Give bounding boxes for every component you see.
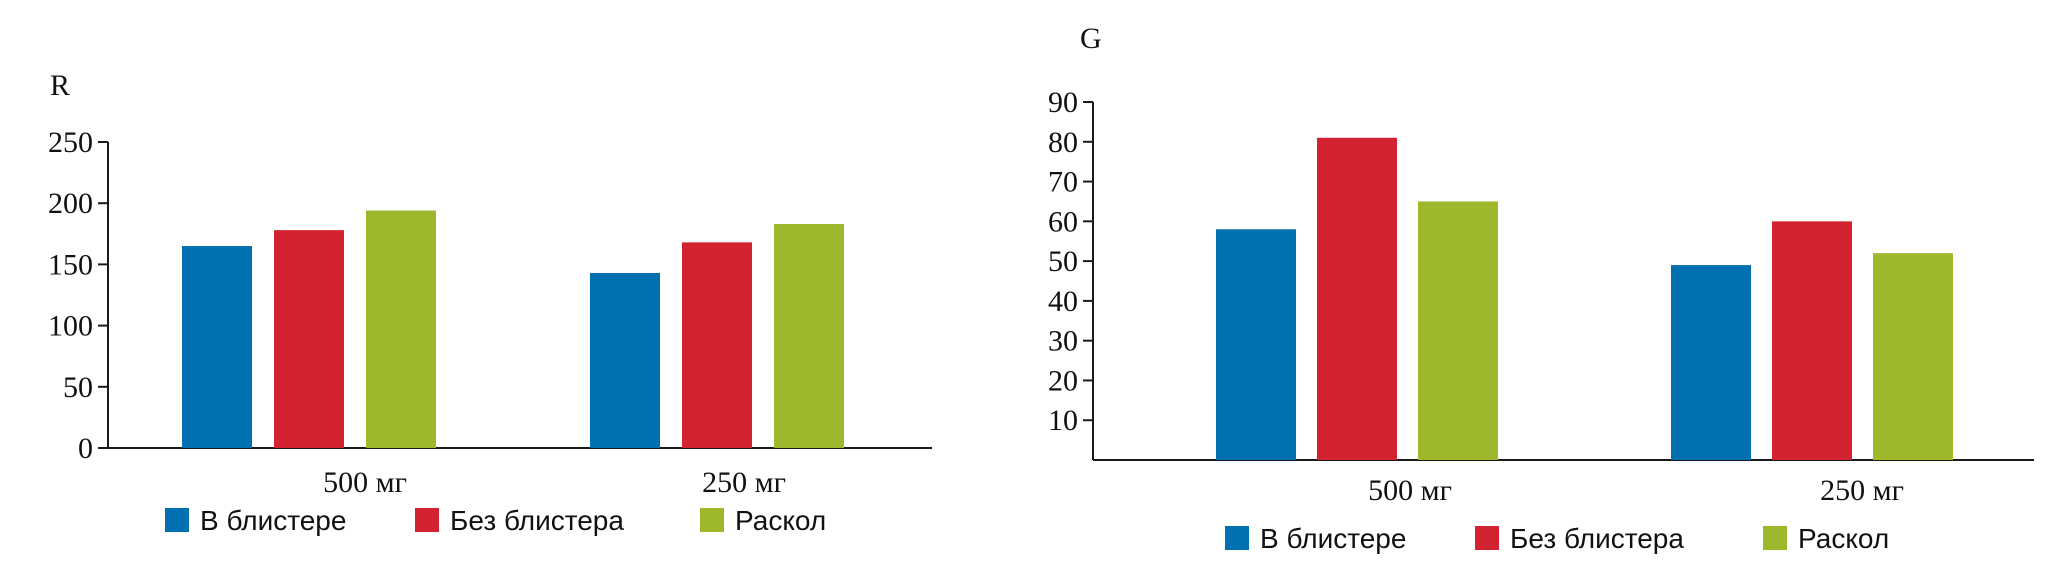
bar-2-1 [1317, 137, 1397, 461]
legend-label: Раскол [735, 505, 826, 536]
y-tick-label: 90 [1048, 86, 1078, 119]
legend-swatch [1225, 526, 1249, 550]
y-tick-label: 150 [48, 248, 93, 281]
bar-3-2 [1873, 253, 1953, 460]
y-tick-label: 0 [78, 432, 93, 465]
legend-swatch [1763, 526, 1787, 550]
bar-2-1 [274, 230, 344, 448]
category-label: 500 мг [1368, 474, 1452, 507]
y-tick-label: 50 [1048, 245, 1078, 278]
legend-swatch [415, 508, 439, 532]
y-tick-label: 20 [1048, 364, 1078, 397]
legend-label: Без блистера [1510, 523, 1684, 554]
chart-0: R 0 50 100 150 200 250 500 мг 250 мг В блистере Бе… [48, 69, 932, 536]
legend-label: В блистере [200, 505, 346, 536]
bar-1-2 [590, 272, 660, 448]
y-tick-label: 70 [1048, 166, 1078, 199]
y-tick-label: 40 [1048, 285, 1078, 318]
legend-swatch [700, 508, 724, 532]
bar-1-2 [1671, 265, 1751, 460]
category-label: 500 мг [323, 466, 407, 499]
chart-1: G 10 20 30 40 50 60 70 80 90 500 мг 250 мг В блистер… [1048, 22, 2034, 554]
y-tick-label: 30 [1048, 325, 1078, 358]
y-tick-label: 10 [1048, 404, 1078, 437]
y-axis-title: R [50, 69, 70, 102]
bar-3-2 [774, 224, 844, 448]
bar-1-1 [182, 246, 252, 448]
y-tick-label: 50 [63, 371, 93, 404]
y-axis-title: G [1080, 22, 1102, 55]
legend-label: Раскол [1798, 523, 1889, 554]
y-tick-label: 100 [48, 310, 93, 343]
y-tick-label: 250 [48, 126, 93, 159]
legend-swatch [165, 508, 189, 532]
y-tick-label: 200 [48, 187, 93, 220]
bar-1-1 [1216, 229, 1296, 460]
bar-2-2 [682, 242, 752, 448]
y-tick-label: 80 [1048, 126, 1078, 159]
bar-3-1 [1418, 201, 1498, 460]
y-tick-label: 60 [1048, 205, 1078, 238]
bar-2-2 [1772, 221, 1852, 460]
legend-label: В блистере [1260, 523, 1406, 554]
category-label: 250 мг [702, 466, 786, 499]
legend-swatch [1475, 526, 1499, 550]
bar-3-1 [366, 210, 436, 448]
category-label: 250 мг [1820, 474, 1904, 507]
legend-label: Без блистера [450, 505, 624, 536]
